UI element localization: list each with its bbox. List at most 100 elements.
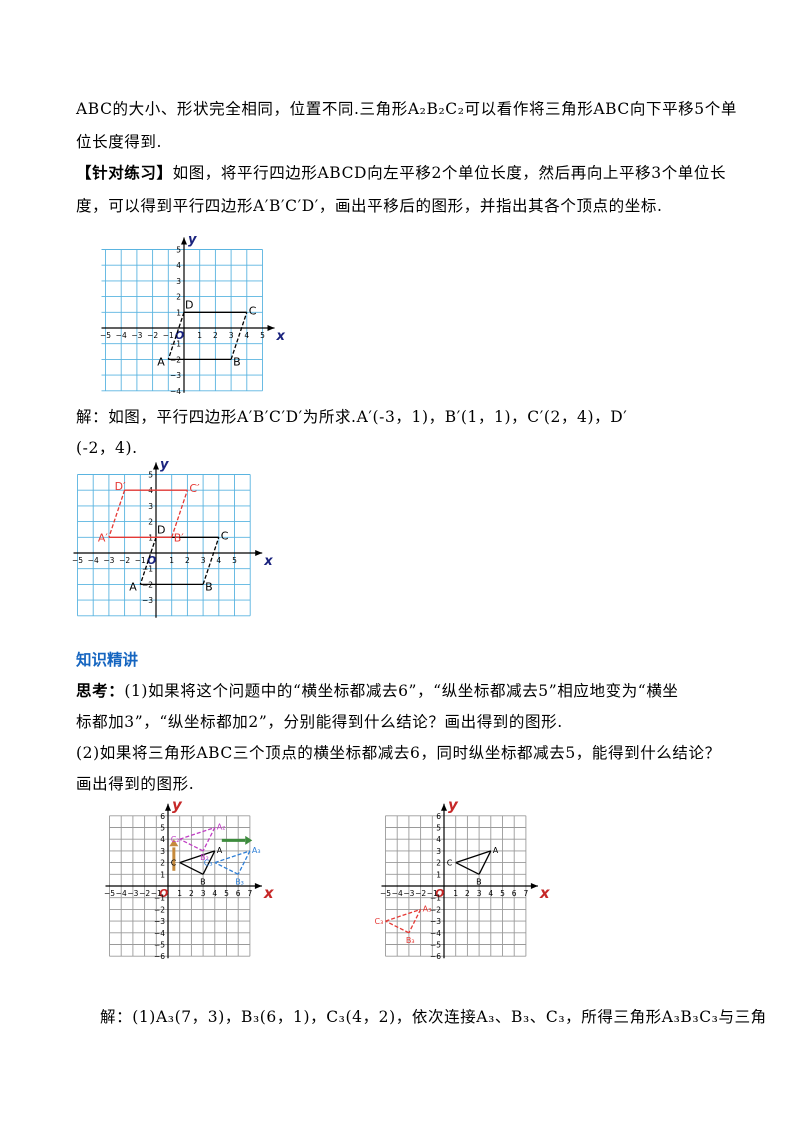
y-tick-label: 6: [160, 812, 165, 821]
vertex-label: C₃: [204, 859, 213, 868]
triangle-right: [214, 862, 239, 875]
vertex-label: A₃: [423, 904, 432, 913]
y-tick-label: −2: [154, 905, 165, 914]
x-tick-label: 1: [197, 331, 202, 340]
vertex-label: C: [221, 529, 229, 542]
vertex-label: A′: [98, 531, 109, 544]
parallelogram-abcd: [230, 312, 248, 360]
think-tag: 思考：: [76, 681, 125, 700]
x-tick-label: 2: [213, 331, 218, 340]
y-tick-label: 5: [436, 824, 441, 833]
triangle-abc: [478, 850, 492, 875]
x-axis-label: x: [263, 884, 275, 902]
paragraph-line: 度，可以得到平行四边形A′B′C′D′，画出平移后的图形，并指出其各个顶点的坐标…: [76, 197, 663, 215]
translation-arrow-head: [245, 835, 253, 845]
x-tick-label: −2: [139, 889, 150, 898]
y-tick-label: −4: [154, 929, 165, 938]
y-tick-label: −5: [154, 941, 165, 950]
triangle-up: [179, 838, 204, 852]
vertex-label: A: [217, 846, 223, 855]
y-tick-label: −1: [142, 565, 153, 574]
vertex-label: C: [249, 304, 257, 317]
y-axis-arrow: [181, 237, 187, 245]
x-tick-label: −3: [403, 889, 414, 898]
y-tick-label: −1: [154, 894, 165, 903]
vertex-label: B: [233, 355, 241, 368]
y-tick-label: 3: [148, 502, 153, 511]
y-tick-label: 5: [176, 246, 181, 255]
parallelogram-translated: [171, 489, 189, 538]
y-tick-label: 6: [436, 812, 441, 821]
vertex-label: B₃: [235, 877, 244, 886]
think-line: 思考：(1)如果将这个问题中的“横坐标都减去6”，“纵坐标都减去5”相应地变为“…: [76, 679, 679, 701]
parallelogram-abcd: [167, 312, 185, 360]
x-tick-label: 5: [500, 889, 505, 898]
exercise-line: 【针对练习】如图，将平行四边形ABCD向左平移2个单位长度，然后再向上平移3个单…: [76, 161, 726, 183]
y-tick-label: −4: [170, 387, 181, 396]
think-text: (1)如果将这个问题中的“横坐标都减去6”，“纵坐标都减去5”相应地变为“横坐: [124, 682, 679, 700]
x-tick-label: 3: [201, 889, 206, 898]
y-tick-label: 3: [160, 847, 165, 856]
y-tick-label: 5: [160, 824, 165, 833]
x-tick-label: −1: [151, 889, 162, 898]
parallelogram-translated: [108, 489, 126, 538]
x-tick-label: 2: [465, 889, 470, 898]
vertex-label: B: [200, 877, 206, 886]
parallelogram-abcd: [139, 537, 157, 585]
vertex-label: B₂: [200, 853, 209, 862]
paragraph-line: 位长度得到.: [76, 133, 163, 151]
answer-line: 解：(1)A₃(7，3)，B₃(6，1)，C₃(4，2)，依次连接A₃、B₃、C…: [100, 1008, 767, 1026]
y-tick-label: −3: [170, 371, 181, 380]
translation-arrow-head: [169, 839, 179, 847]
vertex-label: C: [171, 859, 177, 868]
x-tick-label: −2: [147, 331, 158, 340]
solution-line: 解：如图，平行四边形A′B′C′D′为所求.A′(-3，1)，B′(1，1)，C…: [76, 408, 628, 426]
exercise-tag: 【针对练习】: [76, 163, 173, 182]
exercise-text: 如图，将平行四边形ABCD向左平移2个单位长度，然后再向上平移3个单位长: [172, 164, 727, 182]
parallelogram-abcd: [202, 537, 220, 585]
think-line: (2)如果将三角形ABC三个顶点的横坐标都减去6，同时纵坐标都减去5，能得到什么…: [76, 744, 721, 762]
x-axis-arrow: [255, 550, 263, 556]
x-axis-arrow: [530, 883, 538, 889]
x-tick-label: 1: [177, 889, 182, 898]
vertex-label: C′: [189, 482, 200, 495]
x-tick-label: −4: [392, 889, 403, 898]
vertex-label: A₂: [217, 823, 226, 832]
y-tick-label: 3: [176, 277, 181, 286]
x-tick-label: −5: [72, 556, 83, 565]
origin-label: O: [435, 887, 444, 900]
x-tick-label: 4: [488, 889, 493, 898]
vertex-label: D′: [115, 480, 126, 493]
coordinate-figure-4: xyO−5 −4 −3 −2 −1 1 2 3 4 5 6 7654321−1−2−3−4−5−6AB…: [375, 796, 551, 961]
x-tick-label: 5: [224, 889, 229, 898]
x-tick-label: 5: [260, 331, 265, 340]
y-tick-label: 1: [436, 870, 441, 879]
triangle-up: [202, 827, 216, 852]
coordinate-figure-2: xyO−5−4−3−2−11234554321−1−2−3ABCDA′B′C′D…: [72, 458, 273, 618]
vertex-label: A: [157, 355, 165, 368]
x-tick-label: −5: [100, 331, 111, 340]
paragraph-line: ABC的大小、形状完全相同，位置不同.三角形A₂B₂C₂可以看作将三角形ABC向…: [76, 100, 737, 118]
y-tick-label: −5: [430, 941, 441, 950]
x-tick-label: 3: [229, 331, 234, 340]
y-tick-label: −3: [142, 596, 153, 605]
x-tick-label: 7: [248, 889, 253, 898]
triangle-abc: [179, 862, 204, 875]
triangle-translated: [385, 908, 421, 922]
triangle-right: [214, 850, 251, 864]
x-tick-label: −4: [116, 889, 127, 898]
x-tick-label: −2: [119, 556, 130, 565]
origin-label: O: [147, 554, 156, 567]
y-tick-label: 3: [436, 847, 441, 856]
vertex-label: C₂: [171, 835, 180, 844]
y-tick-label: 5: [148, 471, 153, 480]
x-tick-label: 6: [236, 889, 241, 898]
triangle-right: [237, 850, 251, 875]
triangle-translated: [385, 920, 410, 934]
x-tick-label: 4: [212, 889, 217, 898]
y-tick-label: −3: [430, 917, 441, 926]
vertex-label: D: [185, 298, 193, 311]
x-tick-label: −4: [116, 331, 127, 340]
triangle-translated: [408, 909, 422, 934]
y-tick-label: 4: [176, 261, 181, 270]
